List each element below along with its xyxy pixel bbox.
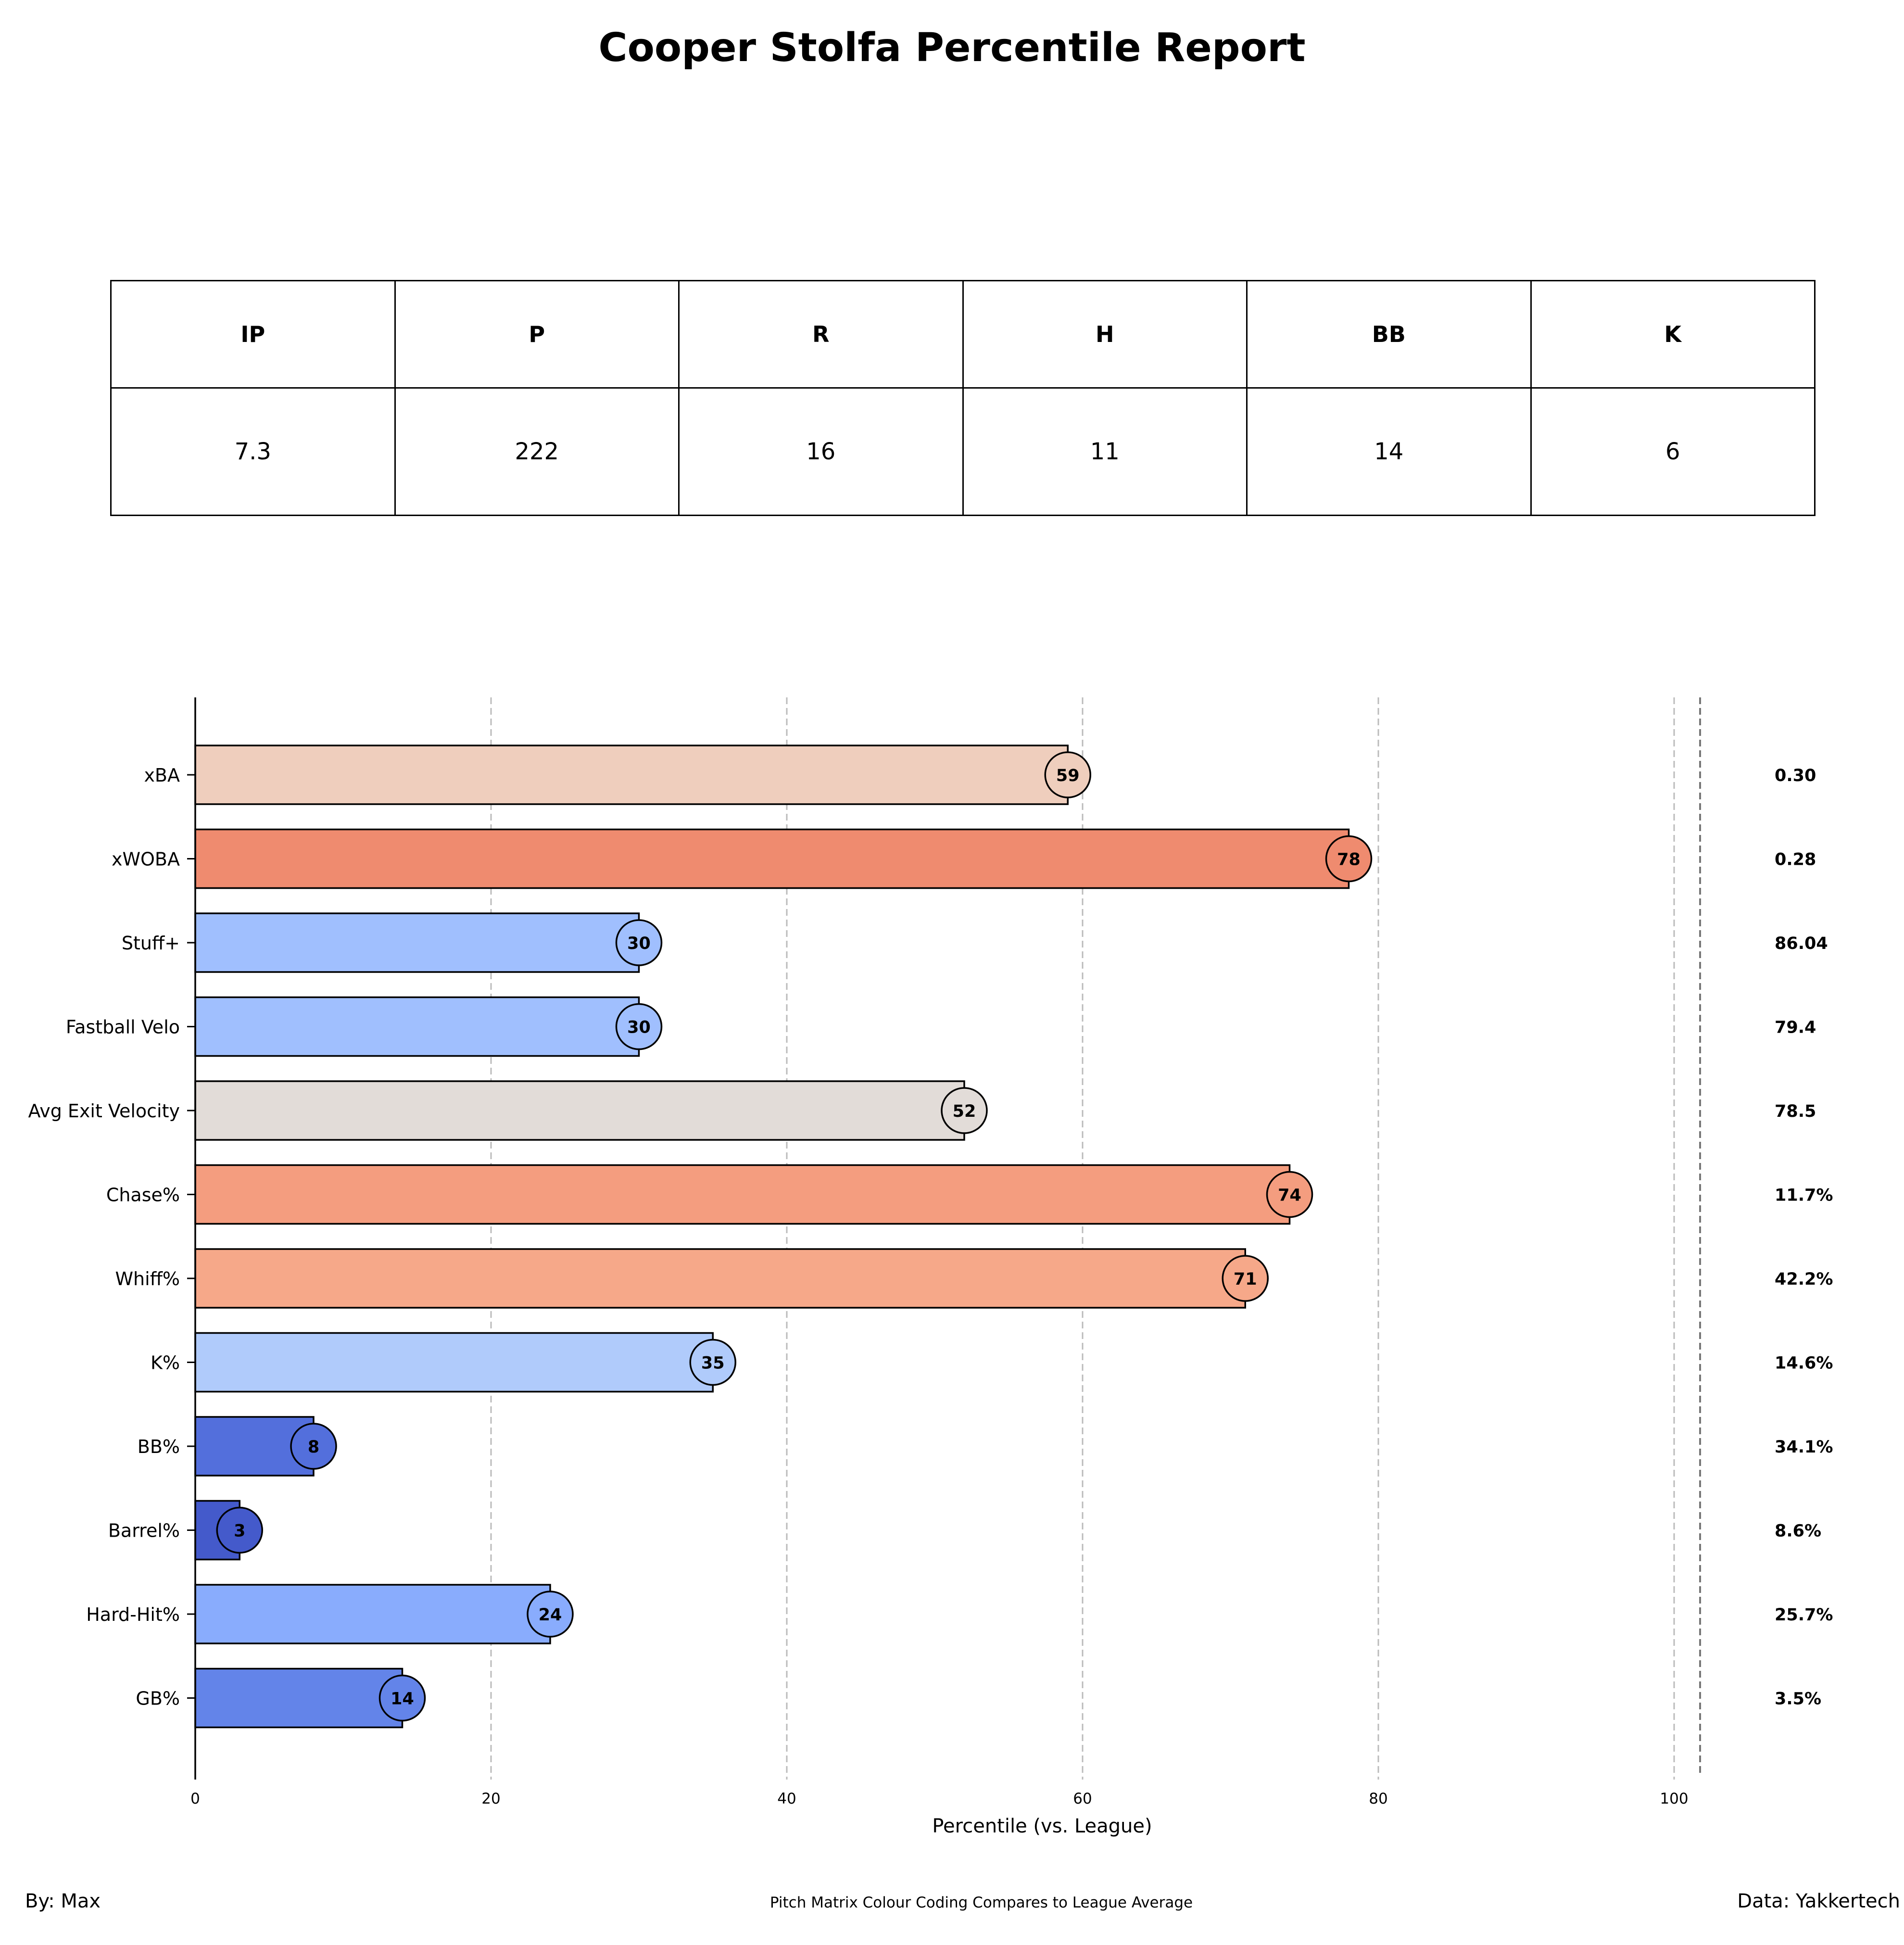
percentile-marker <box>689 1339 736 1386</box>
stats-header-cell: K <box>1530 280 1816 389</box>
stat-value: 86.04 <box>1775 934 1828 953</box>
category-label: Whiff% <box>115 1268 180 1289</box>
bar <box>194 1080 965 1141</box>
percentile-marker <box>216 1506 263 1554</box>
x-tick-label: 0 <box>190 1790 200 1807</box>
footer-data-source: Data: Yakkertech <box>1737 1890 1900 1912</box>
category-label: Hard-Hit% <box>86 1604 180 1625</box>
stats-header-cell: H <box>962 280 1248 389</box>
bar <box>194 1248 1246 1309</box>
x-tick-label: 40 <box>777 1790 796 1807</box>
stat-value: 14.6% <box>1775 1354 1833 1373</box>
stats-header-cell: R <box>678 280 964 389</box>
category-label: Avg Exit Velocity <box>28 1100 180 1122</box>
x-tick-label: 80 <box>1369 1790 1387 1807</box>
bar <box>194 1584 551 1644</box>
bar <box>194 1164 1291 1225</box>
stats-value-cell: 222 <box>394 387 680 516</box>
stats-value-cell: 16 <box>678 387 964 516</box>
stats-value-row: 7.3 222 16 11 14 6 <box>110 387 1816 516</box>
stats-header-cell: BB <box>1246 280 1532 389</box>
percentile-marker <box>290 1423 337 1470</box>
percentile-marker <box>1266 1171 1313 1218</box>
percentile-marker <box>1222 1255 1269 1302</box>
stat-value: 8.6% <box>1775 1522 1821 1541</box>
bar <box>194 1332 714 1393</box>
percentile-label: 74 <box>1278 1186 1301 1205</box>
category-label: xWOBA <box>112 849 180 870</box>
percentile-label: 35 <box>701 1354 725 1373</box>
chart-title: Cooper Stolfa Percentile Report <box>598 25 1306 71</box>
x-axis-label: Percentile (vs. League) <box>932 1815 1152 1837</box>
category-label: Chase% <box>106 1185 180 1206</box>
category-label: Stuff+ <box>122 933 180 954</box>
category-label: K% <box>151 1352 180 1374</box>
stat-value: 11.7% <box>1775 1186 1833 1205</box>
percentile-label: 24 <box>539 1605 562 1625</box>
percentile-marker <box>615 919 663 966</box>
percentile-label: 14 <box>391 1690 414 1709</box>
percentile-label: 59 <box>1056 766 1080 785</box>
percentile-label: 78 <box>1337 850 1361 870</box>
stat-value: 42.2% <box>1775 1270 1833 1289</box>
stat-value: 79.4 <box>1775 1018 1816 1037</box>
percentile-bar-chart: 59 78 30 30 52 74 71 35 8 3 24 14 xBA 0.30 xWOBA 0.28 S… <box>28 697 1833 1837</box>
percentile-label: 8 <box>308 1438 319 1457</box>
bar <box>194 745 1069 805</box>
stat-value: 3.5% <box>1775 1690 1821 1709</box>
percentile-label: 71 <box>1234 1270 1257 1289</box>
percentile-label: 3 <box>234 1522 245 1541</box>
bar <box>194 996 640 1057</box>
stats-header-row: IP P R H BB K <box>110 280 1816 389</box>
x-tick-label: 100 <box>1660 1790 1688 1807</box>
category-label: Barrel% <box>108 1520 180 1541</box>
percentile-marker <box>378 1674 426 1722</box>
stats-value-cell: 6 <box>1530 387 1816 516</box>
percentile-label: 30 <box>627 1018 651 1037</box>
stat-value: 0.28 <box>1775 850 1816 870</box>
stats-value-cell: 14 <box>1246 387 1532 516</box>
percentile-marker <box>615 1003 663 1050</box>
percentile-marker <box>527 1591 574 1638</box>
footer-note: Pitch Matrix Colour Coding Compares to L… <box>769 1894 1193 1911</box>
category-label: BB% <box>138 1436 180 1457</box>
bar <box>194 828 1350 889</box>
percentile-label: 52 <box>953 1102 976 1121</box>
category-label: xBA <box>144 765 180 786</box>
stats-table: IP P R H BB K 7.3 222 16 11 14 6 <box>110 280 1816 516</box>
percentile-marker <box>1325 835 1373 883</box>
stats-value-cell: 7.3 <box>110 387 396 516</box>
axes: xBA 0.30 xWOBA 0.28 Stuff+ 86.04 Fastball Velo… <box>28 697 1833 1807</box>
percentile-marker <box>941 1087 988 1134</box>
stat-value: 78.5 <box>1775 1102 1816 1121</box>
percentile-label: 30 <box>627 934 651 953</box>
percentile-marker <box>1044 751 1091 798</box>
x-tick-label: 20 <box>481 1790 500 1807</box>
stat-value: 0.30 <box>1775 766 1816 785</box>
footer-author: By: Max <box>25 1890 101 1912</box>
x-tick-label: 60 <box>1073 1790 1092 1807</box>
category-label: Fastball Velo <box>66 1017 180 1038</box>
bar <box>194 912 640 973</box>
bar <box>194 1667 403 1729</box>
stats-header-cell: IP <box>110 280 396 389</box>
stats-value-cell: 11 <box>962 387 1248 516</box>
category-label: GB% <box>136 1688 180 1709</box>
stats-header-cell: P <box>394 280 680 389</box>
bars: 59 78 30 30 52 74 71 35 8 3 24 14 <box>194 745 1373 1729</box>
stat-value: 34.1% <box>1775 1438 1833 1457</box>
stat-value: 25.7% <box>1775 1605 1833 1625</box>
